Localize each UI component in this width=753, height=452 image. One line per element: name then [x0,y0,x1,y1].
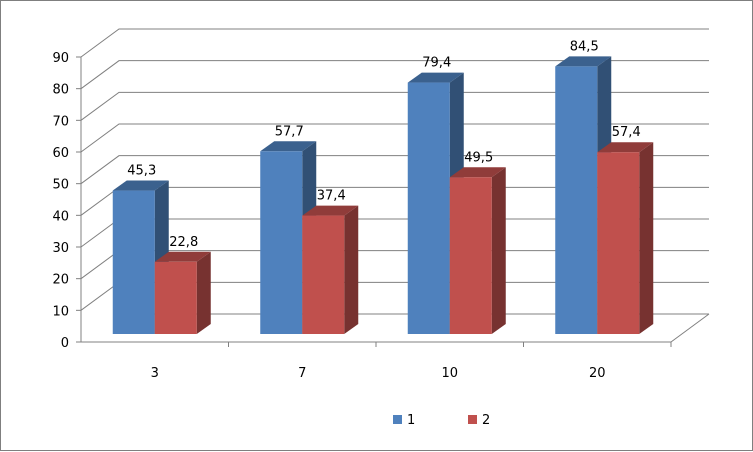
y-tick-label: 10 [52,304,69,319]
x-tick-label: 10 [441,366,458,381]
gridline [80,123,709,153]
gridline [80,60,709,90]
bar-series-2 [449,177,492,334]
x-tick-label: 20 [589,366,606,381]
data-label-series-2: 49,5 [464,150,493,165]
legend-swatch-series-2 [468,415,477,424]
bar-top-series-1 [260,141,317,152]
data-label-series-1: 84,5 [570,39,599,54]
data-label-series-1: 45,3 [127,164,156,179]
bar-side-series-2 [196,251,211,334]
y-tick-label: 70 [52,114,69,129]
data-label-series-2: 37,4 [317,189,346,204]
legend-label-series-1: 1 [407,413,415,428]
x-tick-label: 3 [151,366,159,381]
bar-series-1 [260,151,303,334]
gridline [80,91,709,121]
data-label-series-1: 57,7 [275,124,304,139]
y-tick-label: 0 [61,336,69,351]
bar-top-series-1 [407,72,464,83]
y-tick-label: 40 [52,209,69,224]
legend-swatch-series-1 [393,415,402,424]
y-tick-label: 60 [52,146,69,161]
gridline [80,155,709,185]
bar-top-series-1 [555,56,612,67]
y-tick-label: 90 [52,51,69,66]
data-label-series-2: 22,8 [169,235,198,250]
bar-top-series-1 [112,180,169,191]
y-tick-label: 80 [52,83,69,98]
y-axis-ticks: 0 10 20 30 40 50 60 70 80 90 [52,51,81,351]
floor-right-edge [670,313,710,343]
bars [112,56,654,335]
bar-series-1 [555,66,598,335]
bar-side-series-2 [491,167,506,334]
bar-series-1 [407,82,450,334]
bar-top-series-2 [302,205,359,216]
bar-top-series-2 [449,167,506,178]
bar-series-1 [112,190,155,334]
data-label-series-2: 57,4 [612,125,641,140]
x-axis-ticks: 3 7 10 20 [151,342,672,381]
bar-top-series-2 [154,251,211,262]
y-tick-label: 20 [52,273,69,288]
x-tick-label: 7 [298,366,306,381]
bar-series-2 [597,152,640,334]
data-label-series-1: 79,4 [422,56,451,71]
bar-top-series-2 [597,142,654,153]
gridline [80,28,709,58]
legend-label-series-2: 2 [482,413,490,428]
y-tick-label: 50 [52,178,69,193]
bar-series-2 [302,215,345,334]
bar-side-series-2 [344,205,359,334]
y-tick-label: 30 [52,241,69,256]
bar-side-series-2 [639,142,654,334]
data-labels: 45,3 22,8 57,7 37,4 79,4 49,5 84,5 57,4 [127,39,640,249]
bar-series-2 [154,261,197,334]
